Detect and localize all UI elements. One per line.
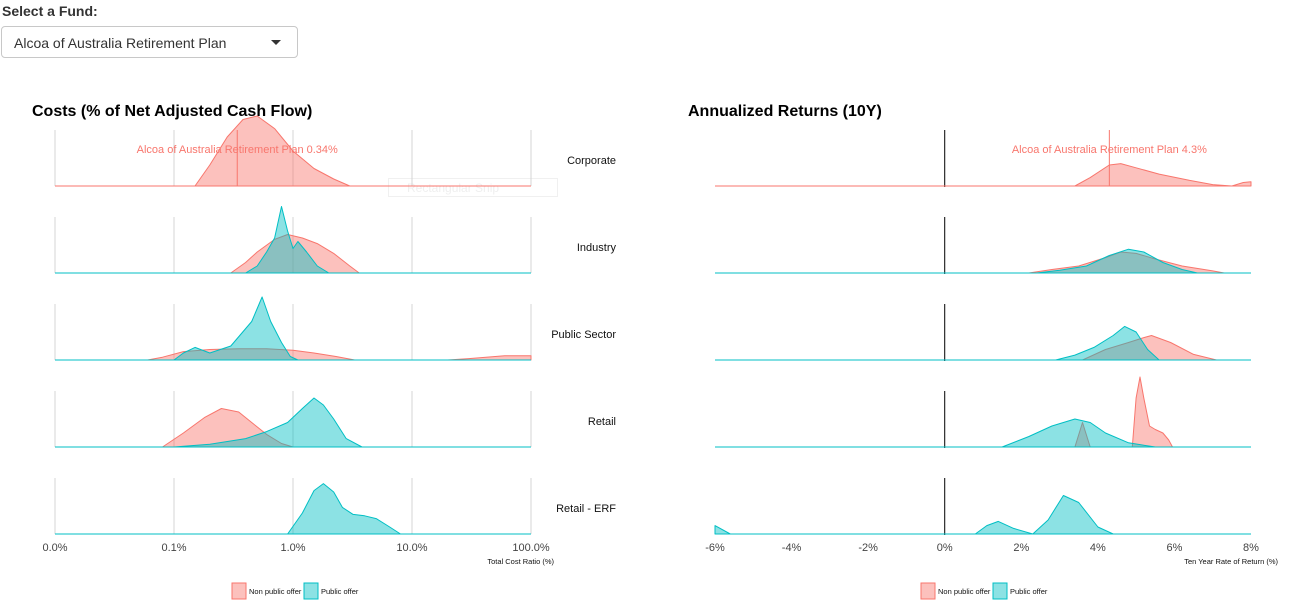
fund-marker-label-1: Alcoa of Australia Retirement Plan 4.3% <box>1012 144 1207 156</box>
facet-label-4: Retail - ERF <box>556 503 616 515</box>
legend-swatch-1-0 <box>920 582 936 600</box>
density-area-1-3-1 <box>1001 418 1156 448</box>
x-tick-label-0-3: 10.0% <box>396 542 427 554</box>
x-tick-label-0-1: 0.1% <box>161 542 186 554</box>
chevron-down-icon <box>271 40 281 45</box>
density-area-0-1-0 <box>230 234 360 274</box>
x-tick-label-1-0: -6% <box>705 542 725 554</box>
density-area-0-2-1 <box>173 296 299 361</box>
legend-label-0-1: Public offer <box>321 587 359 596</box>
legend-label-1-0: Non public offer <box>938 587 991 596</box>
density-area-1-2-1 <box>1055 325 1160 361</box>
density-area-1-2-0 <box>1082 335 1217 361</box>
x-tick-label-0-0: 0.0% <box>42 542 67 554</box>
x-tick-label-1-1: -4% <box>782 542 802 554</box>
density-area-0-2-0 <box>147 348 532 361</box>
density-area-0-3-0 <box>162 408 294 448</box>
fund-marker-label-0: Alcoa of Australia Retirement Plan 0.34% <box>137 144 338 156</box>
tooltip-ghost: Rectangular Snip <box>388 178 558 197</box>
facet-label-0: Corporate <box>567 155 616 167</box>
x-tick-label-1-7: 8% <box>1243 542 1259 554</box>
density-area-1-0-0 <box>1074 163 1252 187</box>
legend-swatch-1-1 <box>992 582 1008 600</box>
facet-label-2: Public Sector <box>551 329 616 341</box>
x-tick-label-1-3: 0% <box>937 542 953 554</box>
density-area-0-3-1 <box>173 397 363 448</box>
fund-select-value: Alcoa of Australia Retirement Plan <box>14 35 227 51</box>
fund-selector-label: Select a Fund: <box>2 3 98 19</box>
legend-label-1-1: Public offer <box>1010 587 1048 596</box>
x-axis-title-1: Ten Year Rate of Return (%) <box>1184 557 1278 566</box>
x-tick-label-1-6: 6% <box>1166 542 1182 554</box>
density-area-0-1-1 <box>245 206 330 274</box>
density-area-0-4-0 <box>287 483 401 535</box>
x-tick-label-0-2: 1.0% <box>280 542 305 554</box>
x-tick-label-1-5: 4% <box>1090 542 1106 554</box>
density-area-1-4-0 <box>714 495 1114 535</box>
x-tick-label-0-4: 100.0% <box>512 542 550 554</box>
x-tick-label-1-2: -2% <box>858 542 878 554</box>
legend-swatch-0-1 <box>303 582 319 600</box>
legend-label-0-0: Non public offer <box>249 587 302 596</box>
density-area-1-1-1 <box>1036 248 1198 274</box>
density-area-0-0-0 <box>194 115 351 187</box>
returns-chart-title: Annualized Returns (10Y) <box>688 103 882 120</box>
facet-label-1: Industry <box>577 242 617 254</box>
facet-label-3: Retail <box>588 416 616 428</box>
x-tick-label-1-4: 2% <box>1013 542 1029 554</box>
x-axis-title-0: Total Cost Ratio (%) <box>487 557 554 566</box>
costs-chart-title: Costs (% of Net Adjusted Cash Flow) <box>32 103 313 120</box>
legend-swatch-0-0 <box>231 582 247 600</box>
fund-select-dropdown[interactable]: Alcoa of Australia Retirement Plan <box>1 26 298 58</box>
